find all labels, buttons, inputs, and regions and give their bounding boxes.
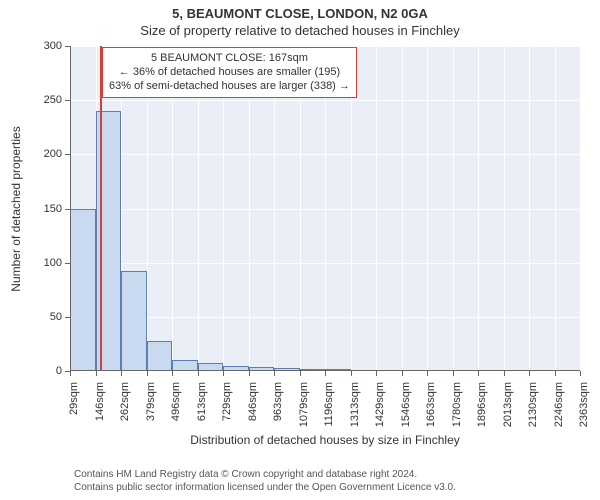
y-tick-mark [65, 263, 70, 264]
x-tick-label: 1663sqm [425, 382, 437, 427]
y-tick-mark [65, 209, 70, 210]
x-tick-mark [427, 371, 428, 376]
x-tick-mark [300, 371, 301, 376]
y-tick-label: 300 [30, 40, 62, 52]
y-tick-label: 250 [30, 94, 62, 106]
chart-title-main: 5, BEAUMONT CLOSE, LONDON, N2 0GA [0, 0, 600, 21]
y-tick-label: 200 [30, 148, 62, 160]
annotation-line-1: 5 BEAUMONT CLOSE: 167sqm [109, 52, 350, 66]
histogram-bar [147, 341, 173, 371]
x-tick-label: 379sqm [145, 382, 157, 421]
x-tick-label: 1196sqm [323, 382, 335, 426]
x-tick-label: 496sqm [170, 382, 182, 421]
footer-attribution: Contains HM Land Registry data © Crown c… [74, 468, 456, 494]
y-tick-label: 50 [30, 311, 62, 323]
x-tick-mark [478, 371, 479, 376]
x-tick-mark [121, 371, 122, 376]
x-tick-mark [198, 371, 199, 376]
gridline-vertical [453, 46, 454, 371]
gridline-vertical [376, 46, 377, 371]
y-tick-mark [65, 154, 70, 155]
x-tick-label: 846sqm [247, 382, 259, 421]
x-tick-mark [325, 371, 326, 376]
x-tick-mark [96, 371, 97, 376]
x-tick-label: 2013sqm [502, 382, 514, 427]
y-tick-mark [65, 100, 70, 101]
histogram-bar [70, 209, 96, 372]
x-tick-label: 1429sqm [374, 382, 386, 427]
x-tick-mark [555, 371, 556, 376]
x-tick-label: 1896sqm [476, 382, 488, 427]
x-tick-label: 1079sqm [298, 382, 310, 427]
x-tick-label: 963sqm [272, 382, 284, 421]
x-tick-mark [351, 371, 352, 376]
chart-title-sub: Size of property relative to detached ho… [0, 21, 600, 42]
x-tick-mark [70, 371, 71, 376]
y-tick-label: 0 [30, 365, 62, 377]
x-tick-mark [402, 371, 403, 376]
x-tick-mark [274, 371, 275, 376]
x-axis-label: Distribution of detached houses by size … [190, 433, 459, 447]
gridline-vertical [529, 46, 530, 371]
y-tick-label: 100 [30, 257, 62, 269]
x-axis-ticks: 29sqm 146sqm 262sqm 379sqm 496sqm 613sqm 729sq… [70, 371, 580, 431]
x-tick-label: 262sqm [119, 382, 131, 421]
x-tick-label: 146sqm [94, 382, 106, 421]
y-tick-label: 150 [30, 203, 62, 215]
gridline-vertical [504, 46, 505, 371]
y-tick-mark [65, 317, 70, 318]
x-tick-label: 1313sqm [349, 382, 361, 427]
x-tick-label: 1546sqm [400, 382, 412, 427]
gridline-vertical [402, 46, 403, 371]
histogram-bar [121, 271, 147, 371]
gridline-vertical [478, 46, 479, 371]
x-tick-mark [249, 371, 250, 376]
x-tick-label: 2363sqm [578, 382, 590, 427]
x-tick-mark [529, 371, 530, 376]
gridline-vertical [555, 46, 556, 371]
x-tick-label: 729sqm [221, 382, 233, 421]
x-tick-mark [376, 371, 377, 376]
y-axis-line [70, 46, 71, 371]
annotation-line-3: 63% of semi-detached houses are larger (… [109, 80, 350, 94]
annotation-callout: 5 BEAUMONT CLOSE: 167sqm ← 36% of detach… [102, 47, 357, 98]
x-tick-mark [172, 371, 173, 376]
x-tick-label: 1780sqm [451, 382, 463, 427]
x-tick-mark [147, 371, 148, 376]
x-tick-mark [504, 371, 505, 376]
x-tick-label: 613sqm [196, 382, 208, 421]
x-tick-label: 2130sqm [527, 382, 539, 427]
x-tick-mark [580, 371, 581, 376]
x-tick-mark [453, 371, 454, 376]
y-tick-mark [65, 46, 70, 47]
x-tick-mark [223, 371, 224, 376]
x-tick-label: 2246sqm [553, 382, 565, 427]
gridline-vertical [580, 46, 581, 371]
y-axis-label: Number of detached properties [9, 126, 23, 291]
footer-line-2: Contains public sector information licen… [74, 481, 456, 494]
footer-line-1: Contains HM Land Registry data © Crown c… [74, 468, 456, 481]
x-tick-label: 29sqm [68, 382, 80, 415]
gridline-vertical [427, 46, 428, 371]
annotation-line-2: ← 36% of detached houses are smaller (19… [109, 66, 350, 80]
